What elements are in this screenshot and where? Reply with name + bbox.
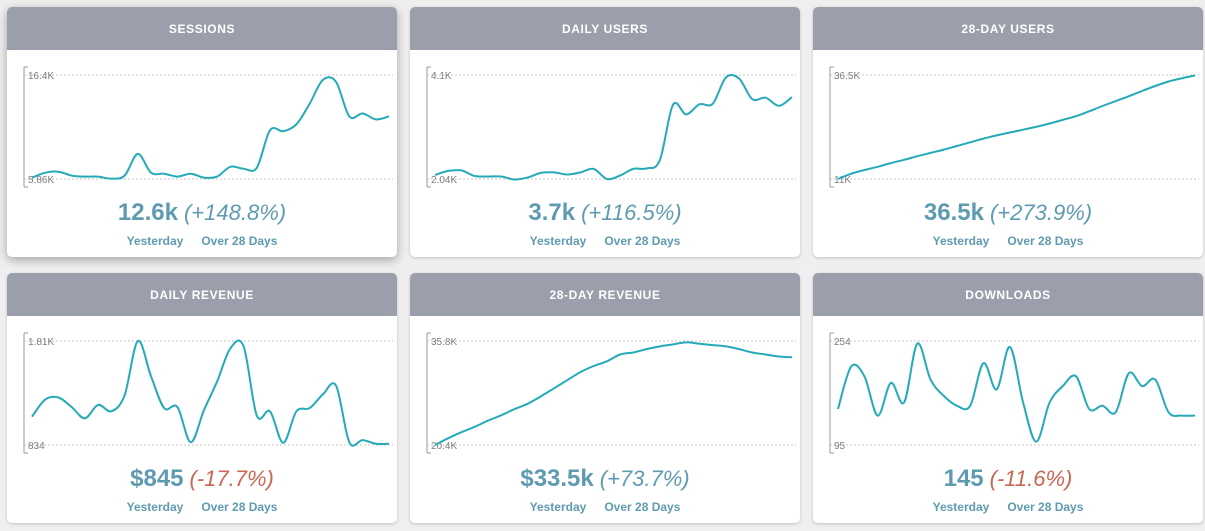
metric-value: 12.6k: [117, 199, 178, 226]
period-links: Yesterday Over 28 Days: [410, 234, 800, 252]
card-title: 28-DAY REVENUE: [410, 273, 800, 316]
over-28-days-link[interactable]: Over 28 Days: [201, 234, 278, 248]
sessions-sparkline: 16.4K 5.86K: [23, 66, 393, 188]
over-28-days-link[interactable]: Over 28 Days: [1007, 500, 1084, 514]
y-min-label: 20.4K: [431, 441, 457, 452]
metric-change: (+148.8%): [183, 200, 287, 225]
metric-row: 145 (-11.6%): [813, 465, 1203, 499]
y-max-label: 16.4K: [28, 71, 54, 82]
y-min-label: 5.86K: [28, 175, 54, 186]
yesterday-link[interactable]: Yesterday: [932, 500, 990, 514]
metric-change: (+73.7%): [599, 466, 690, 491]
period-links: Yesterday Over 28 Days: [7, 234, 397, 252]
series-line: [837, 74, 1196, 180]
card-title: DAILY REVENUE: [7, 273, 397, 316]
metric-value: 3.7k: [528, 199, 576, 226]
card-daily-revenue[interactable]: DAILY REVENUE 1.81K 834 $845 (-17.7%) Yest…: [7, 273, 397, 523]
period-links: Yesterday Over 28 Days: [813, 234, 1203, 252]
yesterday-link[interactable]: Yesterday: [529, 234, 587, 248]
over-28-days-link[interactable]: Over 28 Days: [604, 500, 681, 514]
metric-row: $33.5k (+73.7%): [410, 465, 800, 499]
series-line: [434, 341, 793, 446]
y-min-label: 2.04K: [431, 175, 457, 186]
metric-row: $845 (-17.7%): [7, 465, 397, 499]
metric-row: 3.7k (+116.5%): [410, 199, 800, 233]
over-28-days-link[interactable]: Over 28 Days: [1007, 234, 1084, 248]
28-day-revenue-sparkline: 35.8K 20.4K: [426, 332, 796, 454]
metric-row: 12.6k (+148.8%): [7, 199, 397, 233]
card-28-day-users[interactable]: 28-DAY USERS 36.5K 11K 36.5k (+273.9%) Yes…: [813, 7, 1203, 257]
metric-value: $845: [130, 465, 184, 492]
yesterday-link[interactable]: Yesterday: [126, 234, 184, 248]
period-links: Yesterday Over 28 Days: [813, 500, 1203, 518]
metric-value: 145: [943, 465, 984, 492]
y-max-label: 254: [834, 337, 851, 348]
series-line: [837, 342, 1196, 443]
y-min-label: 95: [834, 441, 846, 452]
period-links: Yesterday Over 28 Days: [410, 500, 800, 518]
downloads-sparkline: 254 95: [829, 332, 1199, 454]
series-line: [31, 76, 390, 180]
y-min-label: 834: [28, 441, 45, 452]
card-title: SESSIONS: [7, 7, 397, 50]
metric-change: (-17.7%): [189, 466, 274, 491]
y-max-label: 36.5K: [834, 71, 860, 82]
over-28-days-link[interactable]: Over 28 Days: [604, 234, 681, 248]
y-max-label: 4.1K: [431, 71, 452, 82]
metric-value: 36.5k: [923, 199, 984, 226]
yesterday-link[interactable]: Yesterday: [529, 500, 587, 514]
series-line: [434, 74, 793, 181]
y-max-label: 35.8K: [431, 337, 457, 348]
metric-change: (+116.5%): [581, 200, 682, 225]
card-sessions[interactable]: SESSIONS 16.4K 5.86K 12.6k (+148.8%) Yeste…: [7, 7, 397, 257]
daily-users-sparkline: 4.1K 2.04K: [426, 66, 796, 188]
metric-change: (+273.9%): [989, 200, 1093, 225]
over-28-days-link[interactable]: Over 28 Days: [201, 500, 278, 514]
series-line: [31, 339, 390, 447]
card-title: DAILY USERS: [410, 7, 800, 50]
y-max-label: 1.81K: [28, 337, 54, 348]
y-min-label: 11K: [834, 175, 851, 186]
daily-revenue-sparkline: 1.81K 834: [23, 332, 393, 454]
card-daily-users[interactable]: DAILY USERS 4.1K 2.04K 3.7k (+116.5%) Yest…: [410, 7, 800, 257]
yesterday-link[interactable]: Yesterday: [932, 234, 990, 248]
card-downloads[interactable]: DOWNLOADS 254 95 145 (-11.6%) Yesterday Ove…: [813, 273, 1203, 523]
yesterday-link[interactable]: Yesterday: [126, 500, 184, 514]
period-links: Yesterday Over 28 Days: [7, 500, 397, 518]
metric-value: $33.5k: [520, 465, 594, 492]
metric-row: 36.5k (+273.9%): [813, 199, 1203, 233]
card-28-day-revenue[interactable]: 28-DAY REVENUE 35.8K 20.4K $33.5k (+73.7%)…: [410, 273, 800, 523]
metric-change: (-11.6%): [989, 466, 1073, 491]
card-title: DOWNLOADS: [813, 273, 1203, 316]
card-title: 28-DAY USERS: [813, 7, 1203, 50]
28-day-users-sparkline: 36.5K 11K: [829, 66, 1199, 188]
